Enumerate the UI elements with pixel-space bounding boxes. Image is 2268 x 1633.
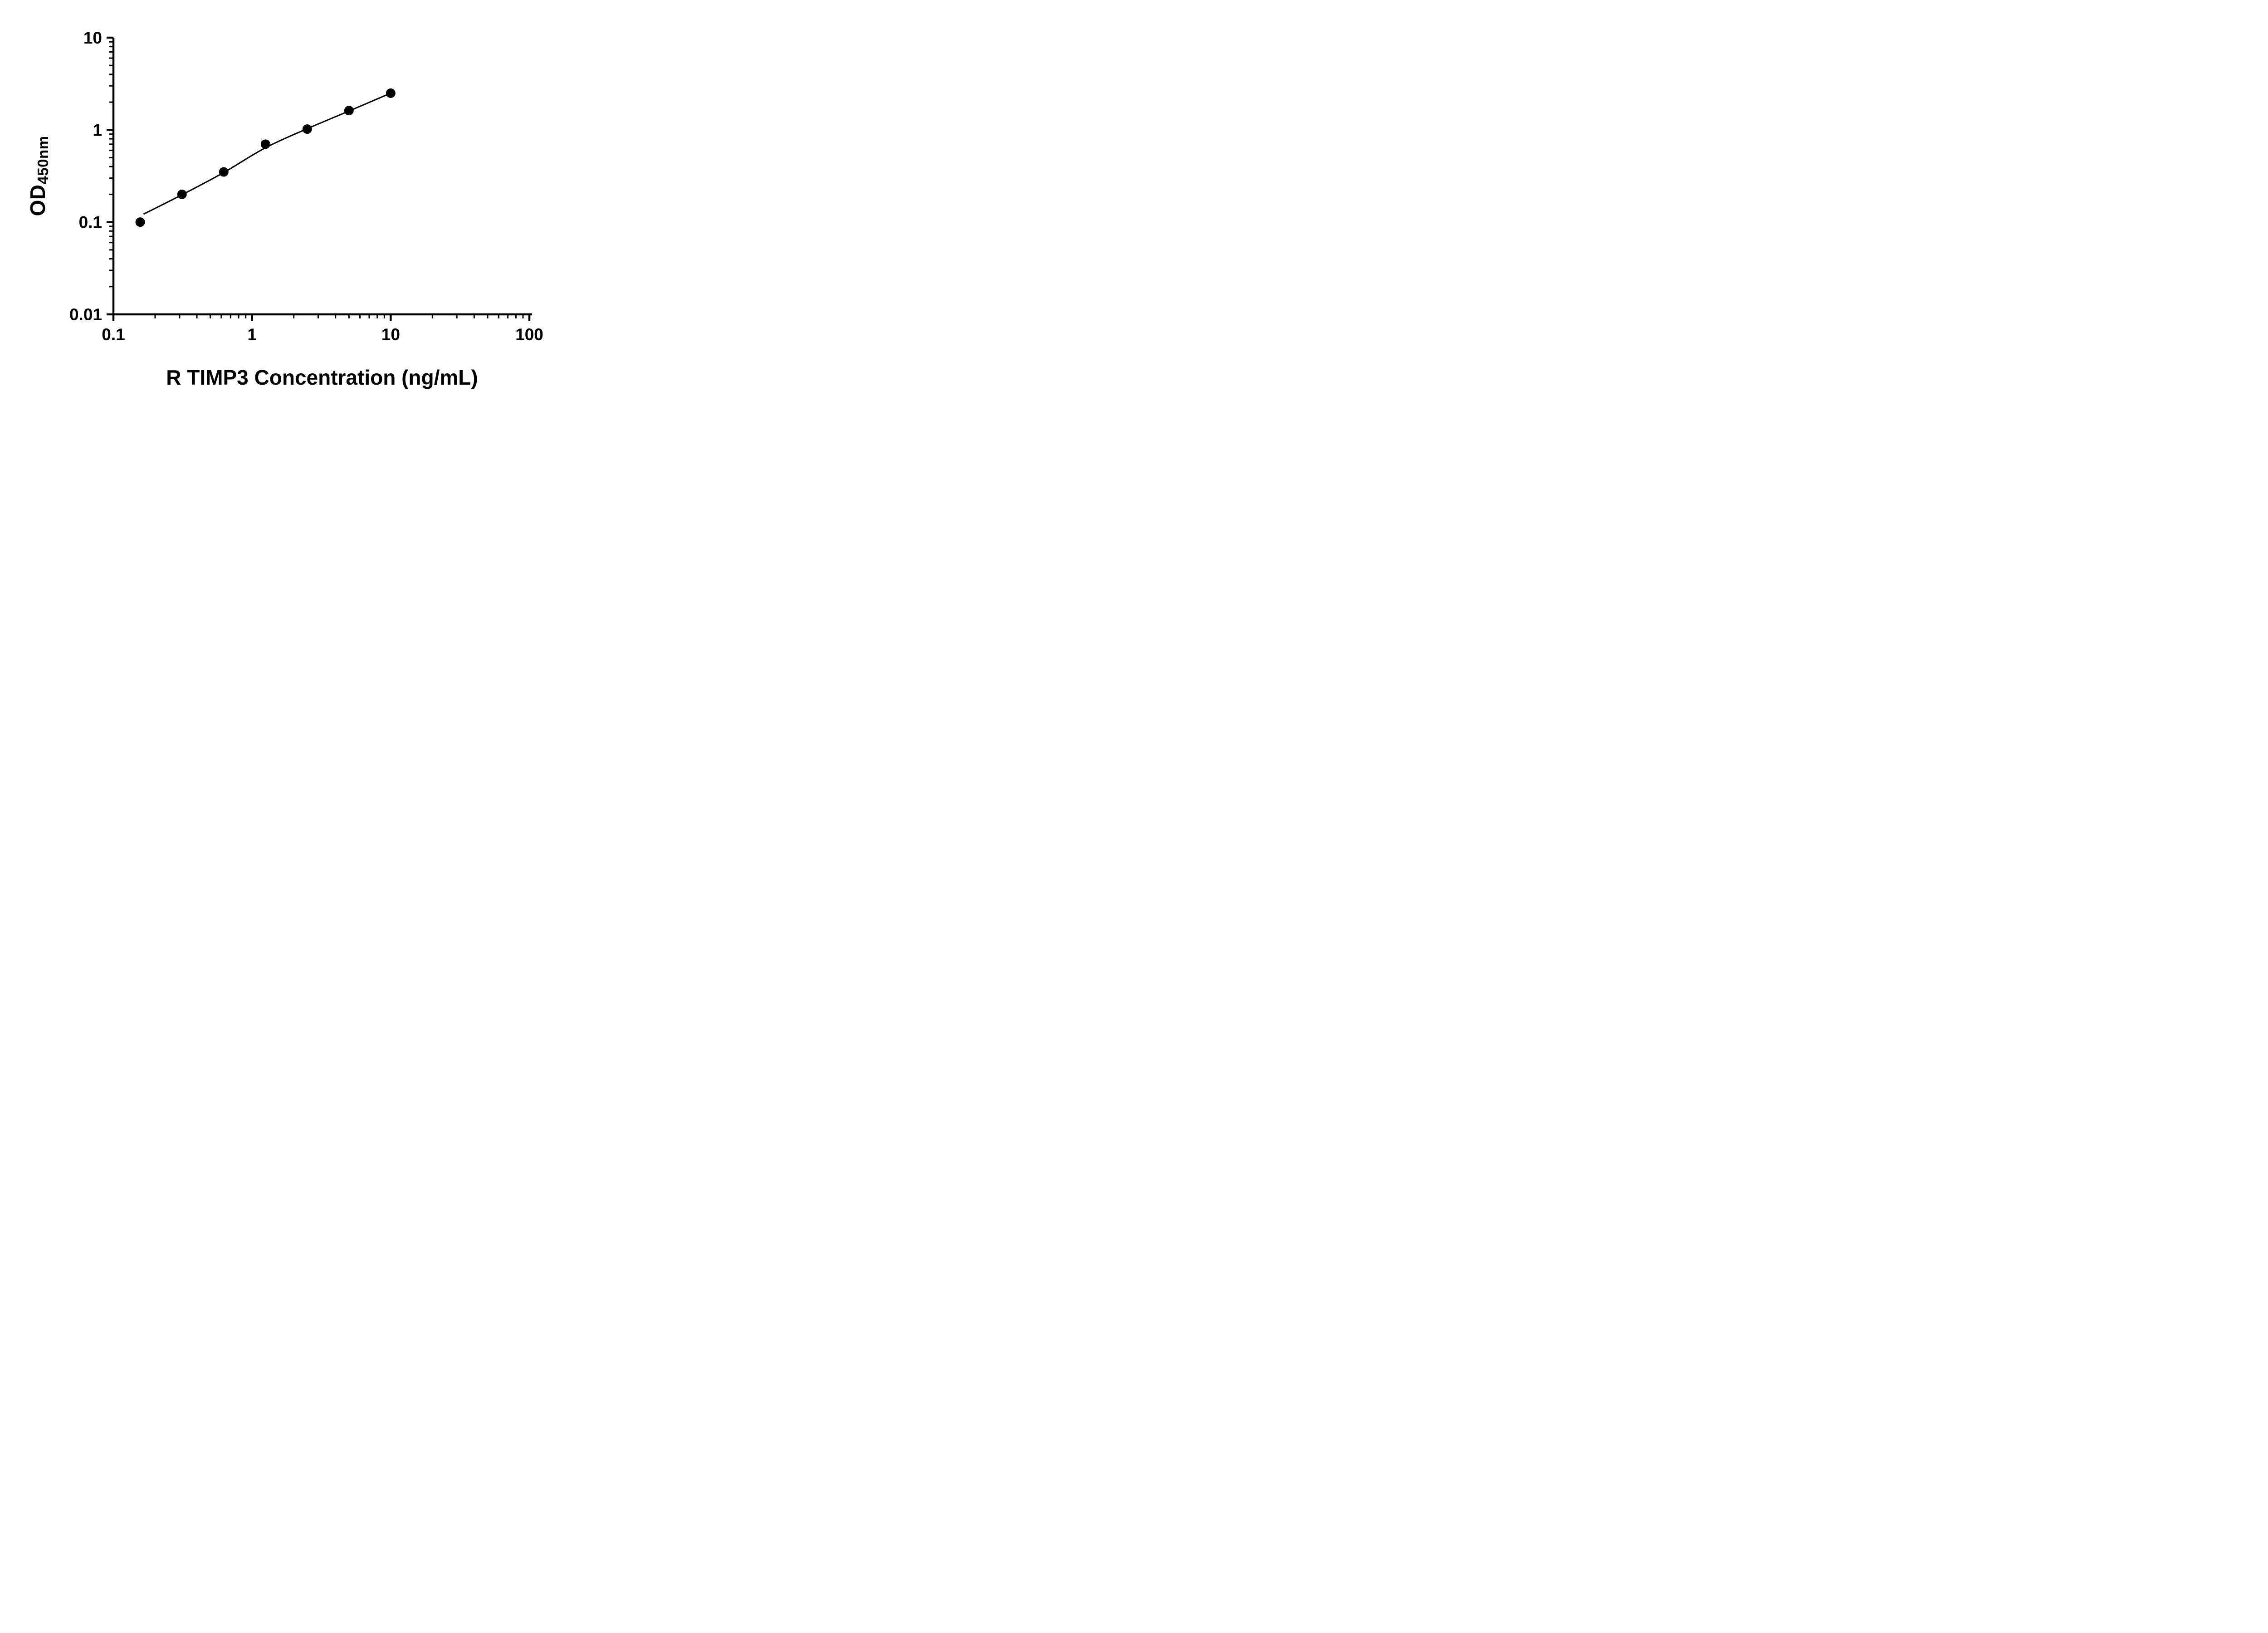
x-axis-title: R TIMP3 Concentration (ng/mL) [166, 366, 478, 389]
y-tick-label: 0.01 [69, 305, 102, 324]
data-point [302, 124, 312, 134]
data-point [344, 106, 354, 116]
x-tick-label: 100 [515, 325, 543, 344]
data-point [260, 139, 270, 149]
y-axis-title-main: OD [26, 184, 49, 216]
y-tick-label: 1 [93, 121, 102, 139]
x-tick-label: 0.1 [102, 325, 125, 344]
data-point [177, 189, 187, 199]
chart-page: 0.1 1 10 100 0.01 0.1 1 10 OD450nm R TIMP3 Conc… [0, 0, 583, 408]
x-tick-label: 1 [247, 325, 257, 344]
y-axis-title: OD450nm [25, 136, 51, 216]
y-tick-label: 0.1 [79, 213, 102, 232]
data-point [135, 217, 145, 227]
data-point [219, 167, 229, 177]
y-axis-title-sub: 450nm [34, 136, 51, 185]
y-tick-label: 10 [83, 29, 102, 47]
x-tick-label: 10 [381, 325, 400, 344]
axis-frame [112, 38, 532, 316]
data-point [386, 88, 396, 98]
elisa-standard-curve-figure: 0.1 1 10 100 0.01 0.1 1 10 OD450nm R TIMP3 Conc… [0, 0, 583, 408]
